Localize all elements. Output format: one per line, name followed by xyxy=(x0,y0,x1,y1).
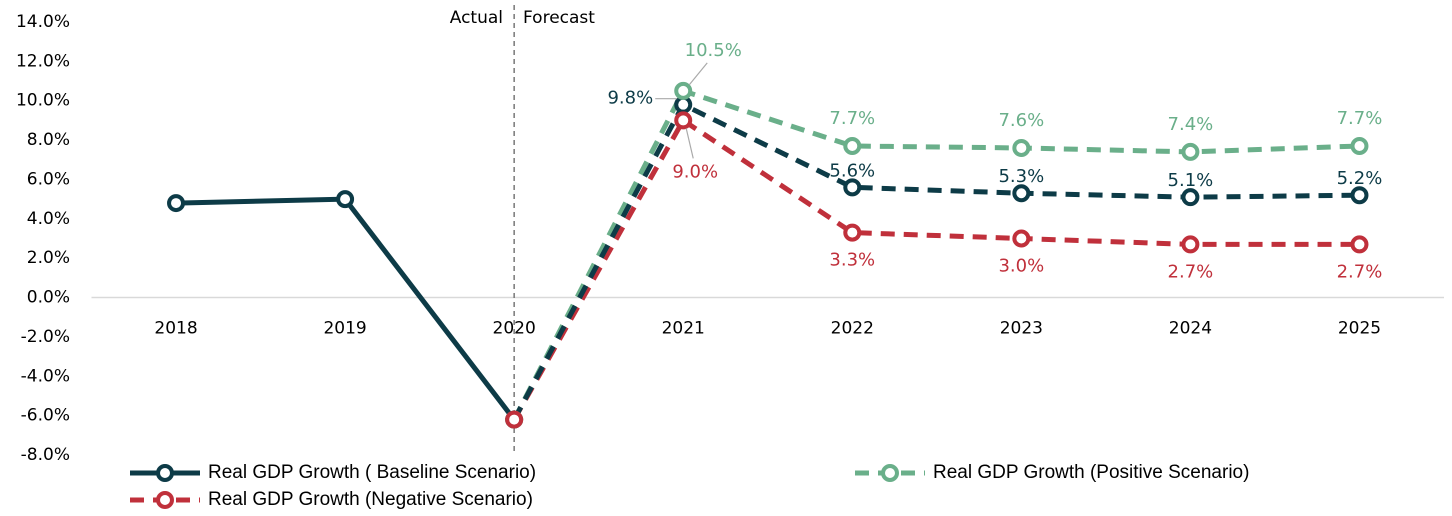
series-line xyxy=(511,116,1360,421)
marker xyxy=(1350,186,1369,205)
y-tick-label: 6.0% xyxy=(27,169,70,189)
marker xyxy=(336,190,355,209)
legend-marker xyxy=(156,464,174,482)
x-tick-label: 2021 xyxy=(662,319,705,339)
forecast-label: Forecast xyxy=(523,8,595,28)
marker xyxy=(843,223,862,242)
leader-line xyxy=(688,62,708,86)
data-label: 3.3% xyxy=(829,250,875,271)
data-label: 9.8% xyxy=(607,88,653,109)
y-tick-label: 10.0% xyxy=(16,91,70,111)
x-tick-label: 2025 xyxy=(1338,319,1381,339)
marker xyxy=(1350,235,1369,254)
data-label: 3.0% xyxy=(998,256,1044,277)
data-label: 2.7% xyxy=(1337,261,1383,282)
y-tick-label: 4.0% xyxy=(27,209,70,229)
data-label: 10.5% xyxy=(685,40,742,61)
data-label: 7.7% xyxy=(1337,108,1383,129)
x-tick-label: 2020 xyxy=(493,319,536,339)
y-tick-label: 14.0% xyxy=(16,12,70,32)
series-line xyxy=(175,196,517,422)
marker xyxy=(1012,229,1031,248)
data-label: 7.7% xyxy=(829,108,875,129)
marker xyxy=(1181,142,1200,161)
legend-marker xyxy=(881,464,899,482)
marker xyxy=(505,410,524,429)
data-label: 5.2% xyxy=(1337,168,1383,189)
y-tick-label: 2.0% xyxy=(27,248,70,268)
marker xyxy=(1012,184,1031,203)
marker xyxy=(674,81,693,100)
legend-label: Real GDP Growth (Positive Scenario) xyxy=(933,462,1249,483)
marker xyxy=(1181,235,1200,254)
x-tick-label: 2024 xyxy=(1169,319,1212,339)
data-label: 7.4% xyxy=(1168,114,1214,135)
x-tick-label: 2023 xyxy=(1000,319,1043,339)
y-tick-label: 8.0% xyxy=(27,130,70,150)
legend-label: Real GDP Growth ( Baseline Scenario) xyxy=(208,462,536,483)
marker xyxy=(1350,136,1369,155)
leader-line xyxy=(685,128,694,159)
marker xyxy=(167,194,186,213)
marker xyxy=(674,111,693,130)
actual-label: Actual xyxy=(450,8,503,28)
marker xyxy=(843,178,862,197)
y-tick-label: 12.0% xyxy=(16,51,70,71)
data-label: 9.0% xyxy=(672,161,718,182)
data-label: 5.6% xyxy=(829,160,875,181)
data-label: 7.6% xyxy=(998,110,1044,131)
y-tick-label: 0.0% xyxy=(27,288,70,308)
marker xyxy=(843,136,862,155)
x-tick-label: 2019 xyxy=(323,319,366,339)
legend-marker xyxy=(156,491,174,509)
legend-label: Real GDP Growth (Negative Scenario) xyxy=(208,489,533,510)
data-label: 2.7% xyxy=(1168,261,1214,282)
series-line xyxy=(511,87,1360,421)
x-tick-label: 2022 xyxy=(831,319,874,339)
y-tick-label: -2.0% xyxy=(21,327,70,347)
marker xyxy=(1012,138,1031,157)
marker xyxy=(1181,188,1200,207)
y-tick-label: -4.0% xyxy=(21,366,70,386)
series-line xyxy=(511,101,1360,421)
y-tick-label: -8.0% xyxy=(21,445,70,465)
data-label: 5.1% xyxy=(1168,170,1214,191)
x-tick-label: 2018 xyxy=(154,319,197,339)
data-label: 5.3% xyxy=(998,166,1044,187)
y-tick-label: -6.0% xyxy=(21,406,70,426)
